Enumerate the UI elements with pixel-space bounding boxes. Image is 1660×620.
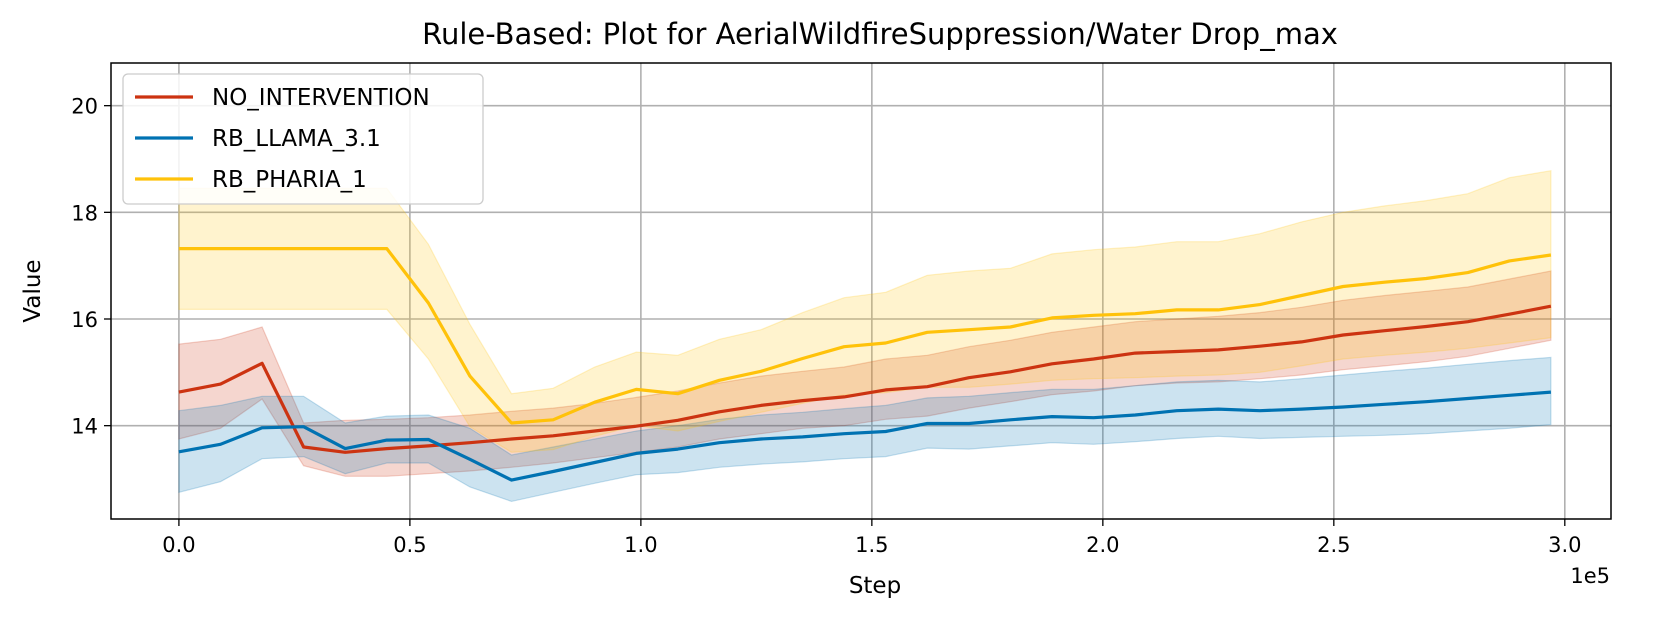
x-tick-label: 3.0 xyxy=(1548,533,1581,557)
x-tick-label: 2.0 xyxy=(1086,533,1119,557)
legend-label: NO_INTERVENTION xyxy=(212,85,430,111)
x-tick-label: 2.5 xyxy=(1317,533,1350,557)
legend: NO_INTERVENTION RB_LLAMA_3.1 RB_PHARIA_1 xyxy=(122,73,484,205)
series-line-rb-llama-3-1 xyxy=(178,390,1552,482)
band-rb-pharia-1 xyxy=(178,169,1552,453)
series-lines xyxy=(178,247,1552,482)
y-axis-label: Value xyxy=(20,259,46,322)
x-tick-label: 1.0 xyxy=(624,533,657,557)
x-tick-label: 1.5 xyxy=(855,533,888,557)
x-axis-label: Step xyxy=(849,573,901,599)
confidence-bands xyxy=(178,169,1552,503)
band-no-intervention xyxy=(178,270,1552,477)
legend-box xyxy=(122,73,484,205)
series-line-no-intervention xyxy=(178,304,1552,454)
y-tick-label: 18 xyxy=(71,201,98,225)
chart-title: Rule-Based: Plot for AerialWildfireSuppr… xyxy=(422,17,1338,51)
x-tick-label: 0.5 xyxy=(393,533,426,557)
plot-frame xyxy=(110,62,1612,520)
x-tick-label: 0.0 xyxy=(162,533,195,557)
y-axis-ticks: 14 16 18 20 xyxy=(71,95,111,439)
y-tick-label: 20 xyxy=(71,95,98,119)
legend-label: RB_PHARIA_1 xyxy=(212,167,367,193)
series-line-rb-pharia-1 xyxy=(178,247,1552,425)
legend-label: RB_LLAMA_3.1 xyxy=(212,126,381,152)
y-tick-label: 14 xyxy=(71,415,98,439)
x-axis-offset-label: 1e5 xyxy=(1570,564,1610,588)
band-rb-llama-3-1 xyxy=(178,356,1552,503)
y-tick-label: 16 xyxy=(71,308,98,332)
x-axis-ticks: 0.0 0.5 1.0 1.5 2.0 2.5 3.0 xyxy=(162,519,1582,557)
